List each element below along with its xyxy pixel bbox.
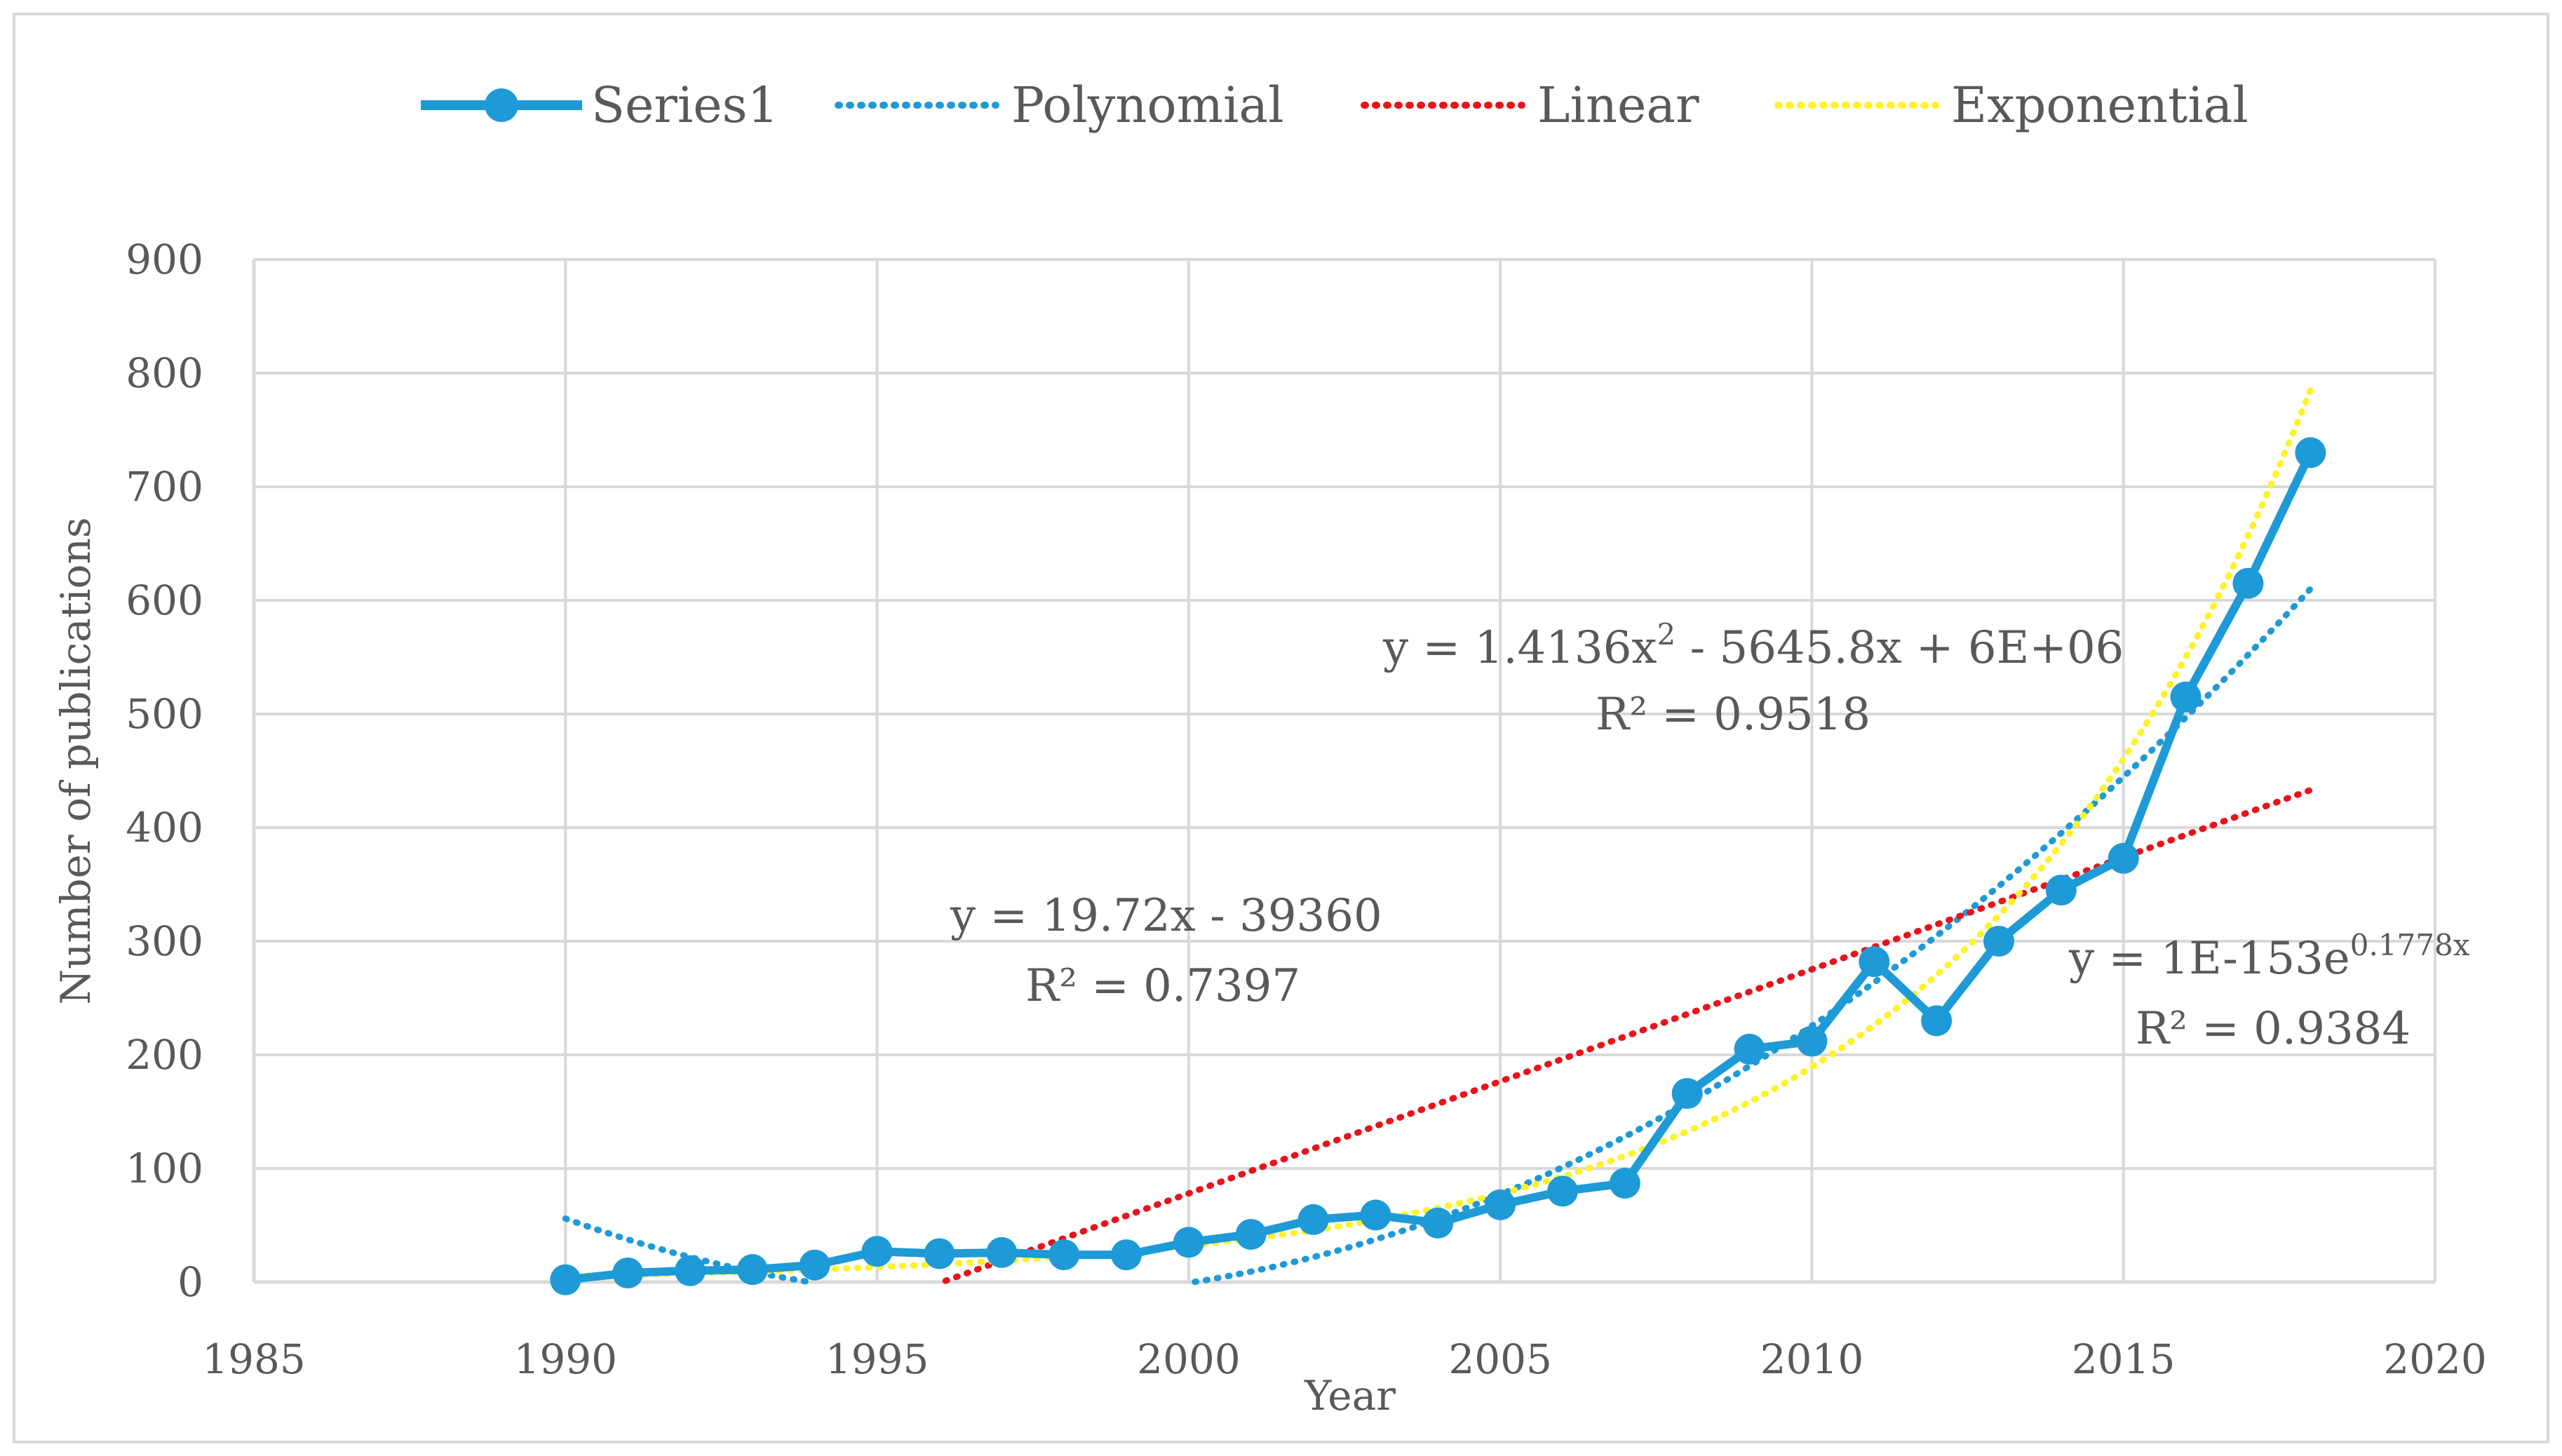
series1-point-1996: [924, 1238, 955, 1269]
linear-r2: R² = 0.7397: [1025, 960, 1300, 1012]
polynomial-equation-exponent: 2: [1657, 617, 1676, 652]
series1-point-1990: [550, 1264, 581, 1295]
series1-point-2009: [1734, 1033, 1765, 1065]
x-tick-label-2005: 2005: [1448, 1335, 1552, 1383]
series1-point-1997: [986, 1236, 1018, 1268]
y-tick-label-200: 200: [126, 1031, 203, 1079]
series1-point-2016: [2170, 681, 2202, 713]
series1-point-1991: [612, 1258, 644, 1289]
series1-point-2006: [1547, 1175, 1578, 1207]
series1-point-2008: [1671, 1078, 1703, 1110]
tick-labels: 0 100 200 300 400 500 600 700 800 900 1985 1990 1995…: [126, 236, 2487, 1383]
series1-point-1994: [799, 1249, 830, 1281]
series1-point-2005: [1485, 1189, 1516, 1220]
polynomial-equation-main: y = 1.4136x: [1382, 622, 1657, 674]
x-axis-title: Year: [1304, 1372, 1396, 1420]
exponential-equation-main: y = 1E-153e: [2068, 933, 2350, 985]
polynomial-equation: y = 1.4136x2 - 5645.8x + 6E+06: [1382, 617, 2124, 674]
y-tick-label-400: 400: [126, 804, 203, 851]
x-tick-label-1995: 1995: [825, 1335, 929, 1383]
polynomial-equation-rest: - 5645.8x + 6E+06: [1676, 622, 2124, 674]
legend: Series1 Polynomial Linear Exponential: [421, 76, 2249, 134]
series1-point-2002: [1297, 1204, 1329, 1235]
series1-point-2011: [1859, 946, 1890, 978]
x-tick-label-1990: 1990: [513, 1335, 617, 1383]
series1-point-2000: [1173, 1227, 1204, 1258]
legend-exponential-label: Exponential: [1951, 76, 2249, 134]
y-tick-label-500: 500: [126, 690, 203, 738]
series1-point-1995: [861, 1236, 893, 1267]
series1-point-2003: [1360, 1199, 1391, 1231]
legend-linear-label: Linear: [1537, 76, 1699, 134]
legend-series1-marker: [485, 88, 518, 122]
x-tick-label-2000: 2000: [1137, 1335, 1241, 1383]
series1-point-1999: [1111, 1239, 1142, 1271]
x-tick-label-2010: 2010: [1760, 1335, 1864, 1383]
y-tick-label-800: 800: [126, 349, 203, 397]
x-tick-label-2020: 2020: [2383, 1335, 2487, 1383]
legend-series1-label: Series1: [591, 76, 778, 134]
y-tick-label-700: 700: [126, 463, 203, 511]
series1-point-2012: [1921, 1005, 1953, 1037]
x-tick-label-1985: 1985: [202, 1335, 306, 1383]
exponential-equation: y = 1E-153e0.1778x: [2068, 928, 2470, 985]
y-tick-label-300: 300: [126, 917, 203, 965]
linear-equation: y = 19.72x - 39360: [950, 890, 1382, 942]
series1-point-2013: [1983, 926, 2014, 957]
y-axis-title: Number of publications: [52, 517, 100, 1004]
y-tick-label-100: 100: [126, 1145, 203, 1192]
series-layer: [550, 437, 2326, 1295]
series1-point-1993: [736, 1254, 768, 1286]
exponential-r2: R² = 0.9384: [2136, 1003, 2411, 1055]
series1-point-2007: [1609, 1168, 1640, 1199]
y-tick-label-0: 0: [177, 1258, 203, 1306]
legend-polynomial-label: Polynomial: [1011, 76, 1283, 134]
series1-point-2015: [2108, 842, 2139, 874]
y-tick-label-600: 600: [126, 577, 203, 624]
series1-point-2004: [1422, 1207, 1454, 1239]
series1-point-2001: [1235, 1218, 1267, 1250]
exponential-equation-exponent: 0.1778x: [2350, 928, 2470, 962]
series1-point-2018: [2295, 437, 2326, 469]
x-tick-label-2015: 2015: [2072, 1335, 2176, 1383]
series1-point-2010: [1796, 1025, 1828, 1057]
polynomial-r2: R² = 0.9518: [1596, 689, 1870, 741]
series1-point-2014: [2045, 875, 2077, 906]
series1-point-1998: [1049, 1239, 1080, 1271]
chart-border: [13, 13, 2549, 1443]
series1-point-1992: [675, 1255, 706, 1286]
series1-point-2017: [2232, 567, 2264, 599]
y-tick-label-900: 900: [126, 236, 203, 283]
